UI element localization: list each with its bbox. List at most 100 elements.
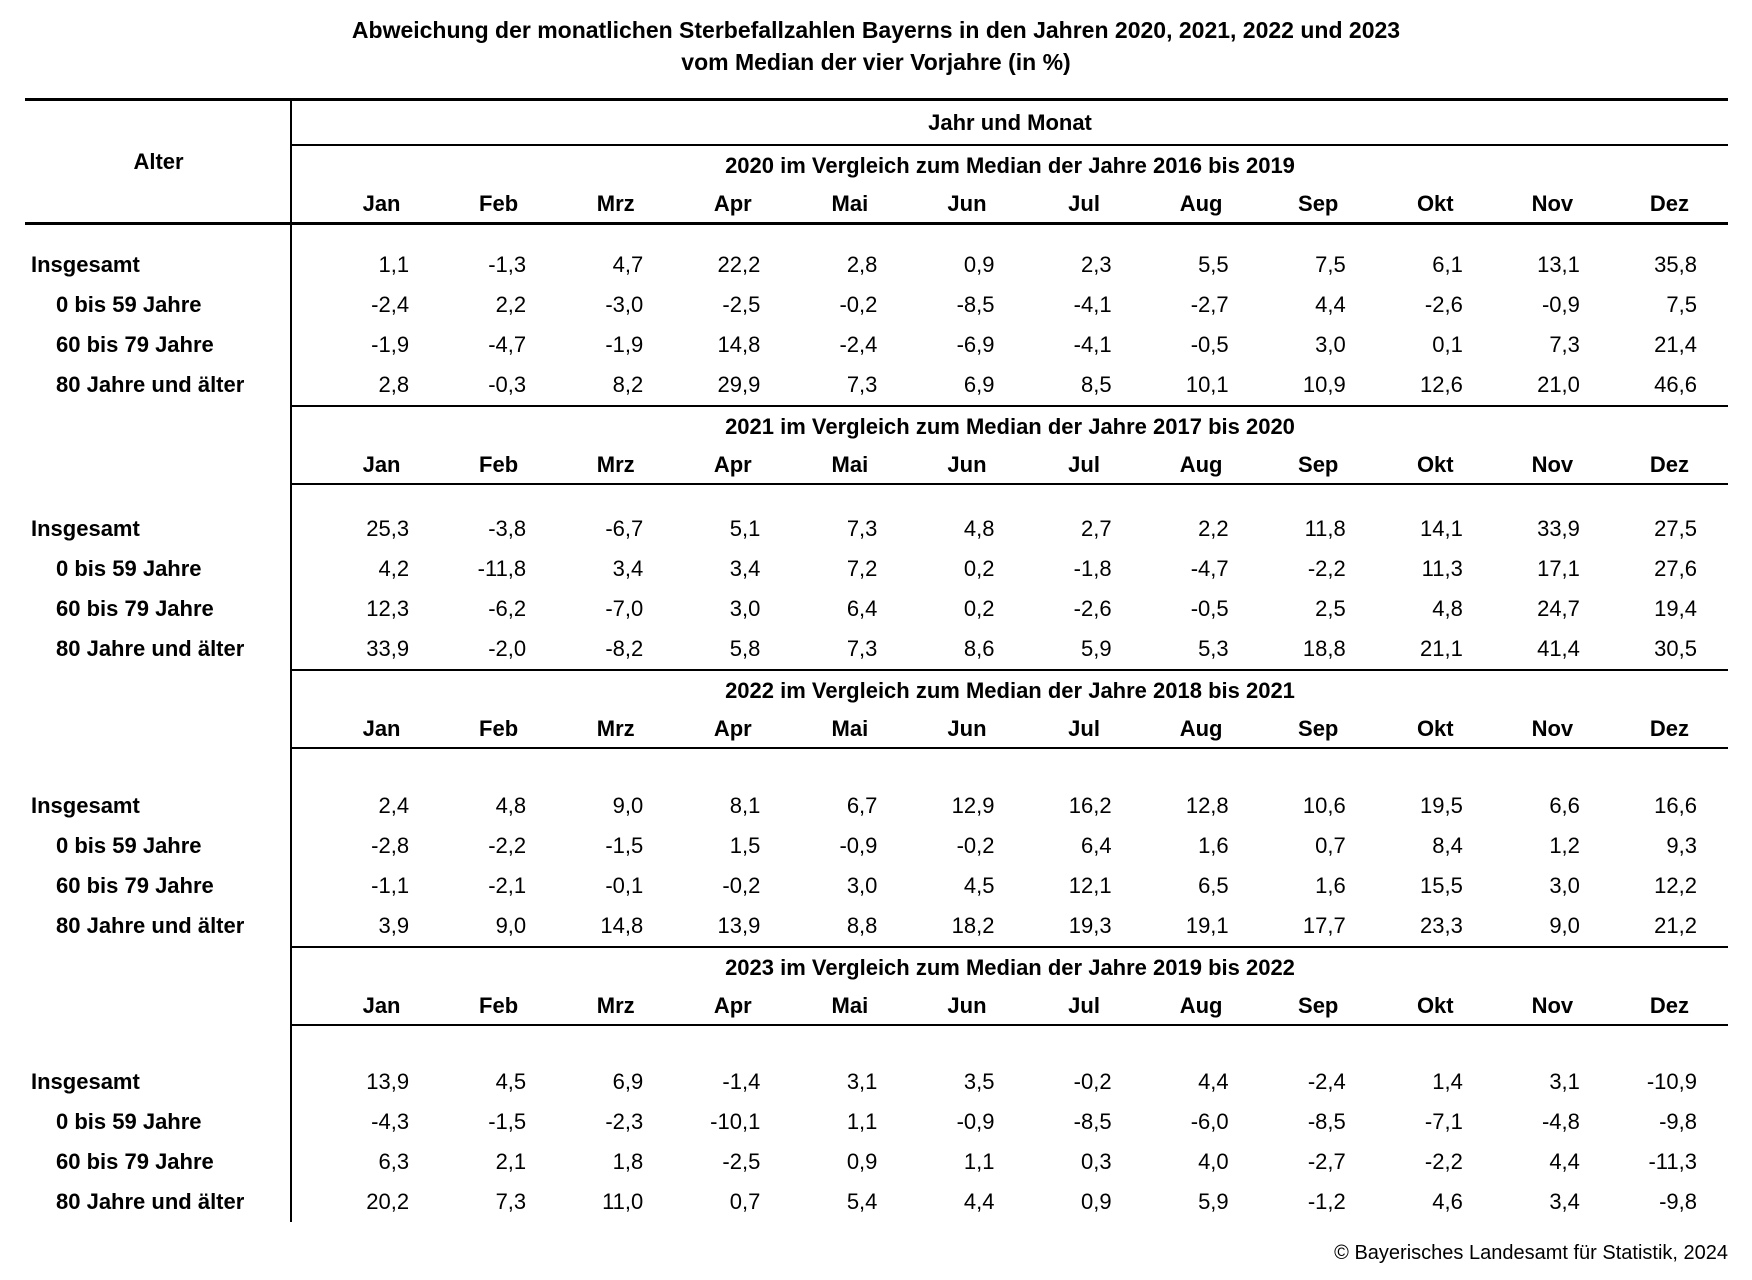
value-cell: 9,0 [612, 793, 644, 818]
value-cell: 1,6 [1315, 873, 1346, 898]
value-cell: 1,1 [378, 252, 410, 277]
row-label: 60 bis 79 Jahre [25, 866, 292, 906]
month-header-row: Jan Feb Mrz Apr Mai Jun Jul Aug Sep Okt … [25, 186, 1728, 222]
copyright-note: © Bayerisches Landesamt für Statistik, 2… [1334, 1242, 1728, 1264]
row-label: Insgesamt [25, 509, 292, 549]
value-cell: 5,9 [1198, 1189, 1229, 1214]
value-cell: 4,5 [495, 1069, 527, 1094]
section-spacer [25, 225, 1728, 245]
month-header: Sep [1298, 716, 1339, 741]
divider-line [292, 1024, 1728, 1026]
value-cell: 6,9 [963, 372, 995, 397]
value-cell: -2,7 [1190, 292, 1229, 317]
value-cell: 4,4 [963, 1189, 995, 1214]
month-header: Nov [1531, 452, 1574, 477]
section-divider [25, 946, 1728, 948]
month-header: Jul [1068, 716, 1100, 741]
section-title-row: 2022 im Vergleich zum Median der Jahre 2… [25, 671, 1728, 711]
value-cell: 14,8 [717, 332, 761, 357]
value-cell: -4,8 [1541, 1109, 1580, 1134]
value-cell: 0,2 [963, 596, 995, 621]
value-cell: 46,6 [1654, 372, 1697, 397]
value-cell: 4,4 [1315, 292, 1346, 317]
value-cell: -2,4 [1307, 1069, 1346, 1094]
value-cell: 35,8 [1654, 252, 1697, 277]
value-cell: -0,9 [1541, 292, 1580, 317]
table-body: Insgesamt 1,1 -1,3 4,7 22,2 2,8 0,9 2,3 5,5 7,5 6,… [25, 225, 1728, 1222]
spacer-area [292, 485, 1728, 509]
month-header: Jan [362, 716, 401, 741]
section-divider [25, 1024, 1728, 1026]
month-header-grid: Jan Feb Mrz Apr Mai Jun Jul Aug Sep Okt … [292, 186, 1728, 222]
value-cell: 8,1 [729, 793, 761, 818]
month-header: Jan [362, 452, 401, 477]
value-cell: -0,9 [839, 833, 878, 858]
value-cell: 4,4 [1549, 1149, 1580, 1174]
value-cell: 2,1 [495, 1149, 527, 1174]
value-cell: 16,6 [1654, 793, 1697, 818]
divider-line [292, 946, 1728, 948]
value-cell: 19,3 [1068, 913, 1112, 938]
value-cell: -1,2 [1307, 1189, 1346, 1214]
left-column-cell [25, 144, 292, 146]
month-header: Dez [1649, 452, 1690, 477]
value-cell: 18,8 [1302, 636, 1346, 661]
value-cell: 17,1 [1537, 556, 1580, 581]
value-cell: 12,2 [1654, 873, 1697, 898]
value-cell: 0,9 [1080, 1189, 1112, 1214]
value-cell: -8,2 [605, 636, 644, 661]
value-cell: -4,1 [1073, 332, 1112, 357]
row-label: 60 bis 79 Jahre [25, 589, 292, 629]
value-cell: 6,9 [612, 1069, 644, 1094]
value-cell: 13,1 [1537, 252, 1580, 277]
row-values: 20,2 7,3 11,0 0,7 5,4 4,4 0,9 5,9 -1,2 4,6 3,4 -9,8 [292, 1182, 1728, 1222]
row-values: 12,3 -6,2 -7,0 3,0 6,4 0,2 -2,6 -0,5 2,5 4,8 24,7 1… [292, 589, 1728, 629]
value-cell: 11,3 [1421, 556, 1463, 581]
value-cell: 6,4 [846, 596, 878, 621]
value-cell: 30,5 [1654, 636, 1697, 661]
value-cell: -0,1 [605, 873, 644, 898]
row-group-header: Alter [133, 148, 184, 174]
value-cell: -6,0 [1190, 1109, 1229, 1134]
column-group-header-row: Jahr und Monat [25, 101, 1728, 144]
value-cell: -0,2 [956, 833, 995, 858]
month-header: Aug [1179, 716, 1223, 741]
month-header: Mai [831, 191, 869, 216]
month-header: Jan [362, 993, 401, 1018]
value-cell: 0,3 [1080, 1149, 1112, 1174]
left-column-cell [25, 483, 292, 485]
value-cell: 10,1 [1185, 372, 1229, 397]
value-cell: 2,4 [378, 793, 410, 818]
value-cell: 10,6 [1302, 793, 1346, 818]
value-cell: 29,9 [717, 372, 761, 397]
spacer-area [292, 749, 1728, 786]
section-title: 2021 im Vergleich zum Median der Jahre 2… [725, 414, 1295, 439]
value-cell: 3,0 [846, 873, 878, 898]
value-cell: 10,9 [1302, 372, 1346, 397]
value-cell: 21,1 [1420, 636, 1463, 661]
value-cell: 0,7 [1315, 833, 1346, 858]
month-header: Apr [713, 452, 752, 477]
section-divider [25, 747, 1728, 749]
value-cell: 2,7 [1080, 516, 1112, 541]
value-cell: 33,9 [1537, 516, 1580, 541]
value-cell: 2,5 [1315, 596, 1346, 621]
row-values: 6,3 2,1 1,8 -2,5 0,9 1,1 0,3 4,0 -2,7 -2,2 4,4 -11,… [292, 1142, 1728, 1182]
table-row: 80 Jahre und älter 33,9 -2,0 -8,2 5,8 7,3 8,6 5… [25, 629, 1728, 669]
value-cell: -4,3 [371, 1109, 410, 1134]
table-row: Insgesamt 1,1 -1,3 4,7 22,2 2,8 0,9 2,3 5,5 7,5 6,… [25, 245, 1728, 285]
month-header-row: Jan Feb Mrz Apr Mai Jun Jul Aug Sep Okt Nov Dez [25, 711, 1728, 747]
section-spacer [25, 1026, 1728, 1062]
value-cell: 15,5 [1420, 873, 1463, 898]
header-divider-right [25, 144, 1728, 146]
month-header: Jun [947, 716, 987, 741]
value-cell: 8,8 [846, 913, 878, 938]
month-header: Nov [1531, 716, 1574, 741]
value-cell: 17,7 [1302, 913, 1346, 938]
value-cell: -11,3 [1648, 1149, 1697, 1174]
value-cell: 7,3 [846, 636, 878, 661]
value-cell: 7,2 [846, 556, 878, 581]
value-cell: 3,0 [1549, 873, 1580, 898]
month-header: Apr [713, 716, 752, 741]
value-cell: -6,7 [605, 516, 644, 541]
